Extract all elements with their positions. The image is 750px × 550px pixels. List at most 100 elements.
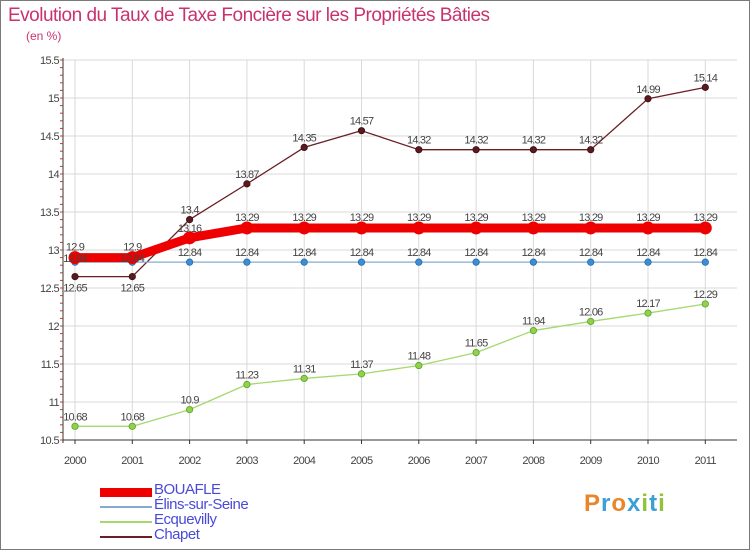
point-elins-sur-seine xyxy=(186,258,194,266)
point-chapet xyxy=(300,143,308,151)
data-label-elins-sur-seine: 12.84 xyxy=(579,247,603,259)
data-label-ecquevilly: 12.29 xyxy=(694,289,718,301)
y-tick-label: 15 xyxy=(48,93,60,105)
point-chapet xyxy=(357,127,366,135)
data-labels: 12.65 12.65 13.4 13.87 14.35 14.57 14.32 14.32 1… xyxy=(63,72,718,423)
point-ecquevilly xyxy=(529,326,538,335)
logo-letter: t xyxy=(649,490,659,517)
data-label-bouafle: 13.29 xyxy=(464,212,488,224)
point-chapet xyxy=(701,83,709,91)
data-label-bouafle: 13.29 xyxy=(350,212,374,224)
point-chapet xyxy=(128,272,136,281)
point-elins-sur-seine xyxy=(357,258,366,266)
series-line-chapet xyxy=(74,86,706,278)
data-label-chapet: 13.4 xyxy=(180,205,199,217)
point-bouafle xyxy=(641,221,655,235)
point-ecquevilly xyxy=(701,300,709,308)
y-tick-label: 14 xyxy=(48,169,60,181)
data-label-elins-sur-seine: 12.84 xyxy=(292,247,316,259)
data-label-elins-sur-seine: 12.84 xyxy=(178,247,202,259)
point-bouafle xyxy=(125,251,139,265)
logo-letter: r xyxy=(601,490,612,517)
data-label-elins-sur-seine: 12.84 xyxy=(121,253,145,265)
legend-label-elins-sur-seine: Élins-sur-Seine xyxy=(154,496,249,513)
point-ecquevilly xyxy=(472,348,480,357)
point-elins-sur-seine xyxy=(644,258,652,266)
data-label-bouafle: 13.29 xyxy=(579,212,603,224)
point-bouafle xyxy=(412,221,426,235)
point-ecquevilly xyxy=(243,380,251,389)
y-tick-label: 13 xyxy=(48,245,60,257)
data-label-bouafle: 13.29 xyxy=(636,212,660,224)
data-label-chapet: 15.14 xyxy=(694,72,718,84)
data-label-ecquevilly: 11.23 xyxy=(236,370,259,382)
data-label-elins-sur-seine: 12.84 xyxy=(464,247,488,259)
series-line-ecquevilly xyxy=(74,303,706,427)
x-tick-label: 2010 xyxy=(637,455,660,467)
point-ecquevilly xyxy=(186,405,194,414)
point-bouafle xyxy=(526,221,540,235)
point-chapet xyxy=(529,146,538,154)
x-tick-label: 2005 xyxy=(350,455,373,467)
data-label-ecquevilly: 10.9 xyxy=(180,395,199,407)
point-elins-sur-seine xyxy=(701,258,709,266)
data-label-chapet: 14.32 xyxy=(464,135,488,147)
data-label-ecquevilly: 11.65 xyxy=(465,338,488,350)
point-chapet xyxy=(644,95,652,103)
legend-label-ecquevilly: Ecquevilly xyxy=(154,511,217,528)
legend-swatch-chapet xyxy=(100,536,152,538)
point-bouafle xyxy=(584,221,598,235)
data-label-ecquevilly: 11.37 xyxy=(350,359,373,371)
legend-label-chapet: Chapet xyxy=(154,526,200,543)
x-tick-label: 2002 xyxy=(179,455,202,467)
legend-swatch-elins-sur-seine xyxy=(100,506,152,508)
data-label-chapet: 13.87 xyxy=(235,169,259,181)
x-tick-label: 2008 xyxy=(522,455,545,467)
data-label-bouafle: 13.29 xyxy=(235,212,259,224)
data-label-ecquevilly: 11.31 xyxy=(293,363,316,375)
point-chapet xyxy=(243,180,251,188)
point-chapet xyxy=(186,216,194,224)
y-tick-label: 14.5 xyxy=(40,131,59,143)
legend-swatch-ecquevilly xyxy=(100,521,152,523)
x-tick-label: 2001 xyxy=(121,455,144,467)
point-ecquevilly xyxy=(128,422,136,430)
data-label-ecquevilly: 10.68 xyxy=(63,411,87,423)
x-tick-label: 2003 xyxy=(236,455,259,467)
series-layer xyxy=(68,83,712,430)
legend-swatch-bouafle xyxy=(100,487,152,497)
point-ecquevilly xyxy=(357,370,366,378)
point-ecquevilly xyxy=(300,374,308,383)
point-bouafle xyxy=(469,221,483,235)
x-tick-label: 2006 xyxy=(408,455,431,467)
logo-letter: o xyxy=(611,490,628,517)
x-tick-label: 2011 xyxy=(695,455,717,467)
data-label-bouafle: 12.9 xyxy=(123,242,142,254)
y-tick-label: 12.5 xyxy=(40,283,59,295)
data-label-elins-sur-seine: 12.84 xyxy=(63,253,87,265)
point-ecquevilly xyxy=(71,422,79,430)
point-chapet xyxy=(71,272,79,281)
point-ecquevilly xyxy=(587,317,595,326)
point-elins-sur-seine xyxy=(243,258,251,266)
x-tick-label: 2007 xyxy=(465,455,488,467)
x-tick-label: 2009 xyxy=(580,455,603,467)
data-label-ecquevilly: 11.48 xyxy=(407,351,430,363)
point-ecquevilly xyxy=(644,309,652,317)
point-bouafle xyxy=(355,221,368,235)
data-label-chapet: 14.32 xyxy=(579,135,603,147)
data-label-bouafle: 13.29 xyxy=(292,212,316,224)
point-elins-sur-seine xyxy=(415,258,423,266)
series-line-bouafle xyxy=(70,223,710,263)
point-elins-sur-seine xyxy=(529,258,538,266)
point-chapet xyxy=(472,146,480,154)
point-ecquevilly xyxy=(415,361,423,370)
logo-letter: x xyxy=(627,490,642,517)
y-tick-label: 13.5 xyxy=(40,207,59,219)
data-label-ecquevilly: 11.94 xyxy=(522,316,545,328)
data-label-elins-sur-seine: 12.84 xyxy=(407,247,431,259)
chart-title: Evolution du Taux de Taxe Foncière sur l… xyxy=(8,5,490,26)
data-label-chapet: 14.99 xyxy=(636,84,660,96)
